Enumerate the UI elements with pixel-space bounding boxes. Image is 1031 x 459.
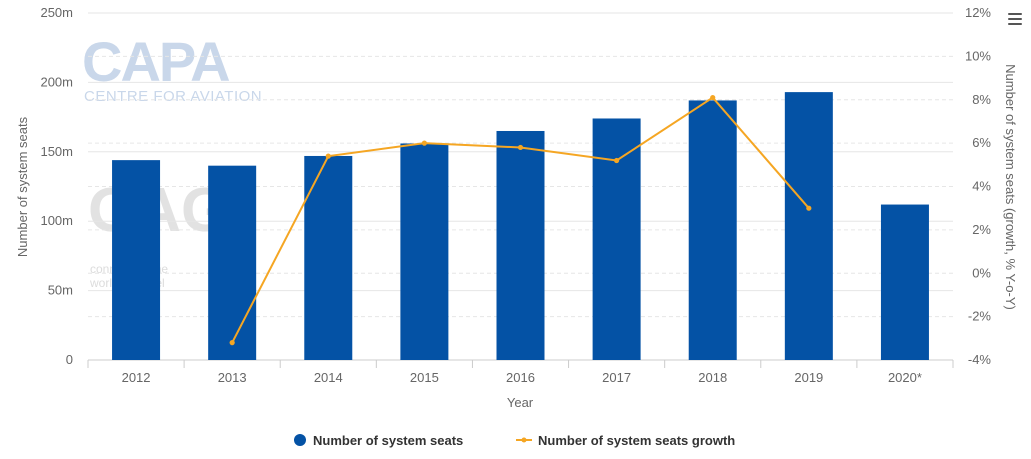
right-tick-label: 6% (972, 135, 991, 150)
bar-2016[interactable] (496, 130, 545, 360)
menu-bar-icon (1008, 12, 1022, 15)
right-tick-label: 8% (972, 92, 991, 107)
right-axis-ticks: -4% -2% 0% 2% 4% 6% 8% 10% 12% (965, 5, 991, 367)
legend-marker-growth (521, 437, 527, 443)
legend-item-growth[interactable]: Number of system seats growth (516, 433, 735, 448)
right-axis-title: Number of system seats (growth, % Y-o-Y) (1003, 64, 1018, 310)
legend-marker-seats (294, 434, 306, 446)
bar-series (112, 92, 929, 360)
menu-bar-icon (1008, 17, 1022, 20)
legend-item-seats[interactable]: Number of system seats (294, 433, 463, 448)
bar-2019[interactable] (784, 92, 833, 360)
x-tick-label: 2012 (122, 370, 151, 385)
growth-point-2013[interactable] (229, 340, 235, 346)
bar-2020*[interactable] (880, 204, 929, 360)
x-tick-label: 2014 (314, 370, 343, 385)
left-tick-label: 100m (40, 213, 73, 228)
right-tick-label: 12% (965, 5, 991, 20)
x-tick-label: 2019 (794, 370, 823, 385)
growth-point-2014[interactable] (325, 153, 331, 159)
left-axis-title: Number of system seats (15, 116, 30, 257)
right-tick-label: 10% (965, 48, 991, 63)
x-tick-label: 2013 (218, 370, 247, 385)
growth-point-2017[interactable] (614, 157, 620, 164)
bar-2018[interactable] (688, 100, 737, 360)
left-tick-label: 200m (40, 74, 73, 89)
legend: Number of system seats Number of system … (294, 433, 735, 448)
legend-label-growth: Number of system seats growth (538, 433, 735, 448)
x-axis-title: Year (507, 395, 534, 410)
right-tick-label: 2% (972, 222, 991, 237)
left-tick-label: 150m (40, 144, 73, 159)
right-tick-label: 0% (972, 265, 991, 280)
capa-watermark-logo: CAPA (82, 30, 231, 93)
right-tick-label: -4% (968, 352, 992, 367)
growth-point-2016[interactable] (517, 144, 524, 151)
left-tick-label: 50m (48, 283, 73, 298)
growth-point-2019[interactable] (806, 205, 812, 211)
growth-point-2015[interactable] (421, 140, 427, 146)
x-tick-label: 2015 (410, 370, 439, 385)
x-axis-ticks: 2012 2013 2014 2015 2016 2017 2018 2019 2020* (87, 360, 954, 385)
menu-bar-icon (1008, 22, 1022, 25)
x-tick-label: 2016 (506, 370, 535, 385)
left-axis-ticks: 0 50m 100m 150m 200m 250m (40, 5, 73, 367)
bar-2017[interactable] (592, 118, 641, 360)
x-tick-label: 2018 (698, 370, 727, 385)
x-tick-label: 2020* (888, 370, 922, 385)
growth-point-2018[interactable] (710, 94, 716, 101)
right-tick-label: 4% (972, 179, 991, 194)
left-tick-label: 0 (66, 352, 73, 367)
legend-label-seats: Number of system seats (313, 433, 463, 448)
x-tick-label: 2017 (602, 370, 631, 385)
bar-2015[interactable] (400, 143, 449, 360)
capa-watermark-subtitle: CENTRE FOR AVIATION (84, 88, 263, 105)
bar-2012[interactable] (112, 160, 161, 360)
bar-2013[interactable] (208, 165, 257, 360)
bar-2014[interactable] (304, 155, 353, 360)
chart-menu-button[interactable] (1003, 10, 1027, 32)
left-tick-label: 250m (40, 5, 73, 20)
right-tick-label: -2% (968, 309, 992, 324)
line-series (229, 94, 812, 346)
